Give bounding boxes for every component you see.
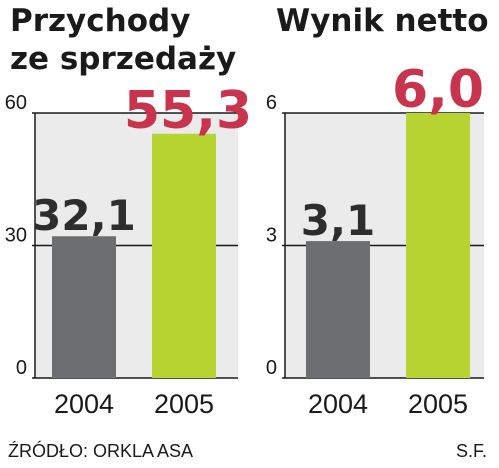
chart-0-bar-2005 (152, 133, 216, 378)
chart-1-y-tick-label-1: 3 (266, 225, 277, 247)
chart-0-x-tick-label-2005: 2005 (154, 389, 214, 419)
chart-title-net-result-line-1: Wynik netto (276, 3, 489, 39)
chart-0-x-tick-label-2004: 2004 (54, 389, 114, 419)
chart-0-value-label-2004: 32,1 (32, 191, 136, 240)
chart-1-y-tick-label-2: 6 (266, 92, 277, 114)
chart-title-net-result: Wynik netto (276, 2, 496, 40)
chart-1-bar-2004 (306, 241, 370, 378)
source-note: ŹRÓDŁO: ORKLA ASA (8, 441, 194, 461)
chart-1-value-label-2005: 6,0 (392, 60, 484, 120)
chart-1-x-tick-label-2005: 2005 (408, 389, 468, 419)
chart-0-y-tick-label-2: 60 (5, 92, 27, 114)
chart-0-y-tick-label-0: 0 (16, 357, 27, 379)
author-initials: S.F. (455, 441, 487, 461)
chart-1-y-tick-label-0: 0 (266, 357, 277, 379)
chart-title-revenue-line-1: Przychody (10, 3, 191, 39)
chart-title-revenue: Przychody ze sprzedaży (10, 2, 250, 78)
chart-1-value-label-2004: 3,1 (301, 196, 375, 245)
chart-1-bar-2005 (406, 113, 470, 378)
chart-0-y-tick-label-1: 30 (5, 225, 27, 247)
chart-0-value-label-2005: 55,3 (124, 81, 252, 141)
chart-1-x-tick-label-2004: 2004 (308, 389, 368, 419)
chart-title-revenue-line-2: ze sprzedaży (10, 41, 237, 77)
chart-0-bar-2004 (52, 236, 116, 378)
